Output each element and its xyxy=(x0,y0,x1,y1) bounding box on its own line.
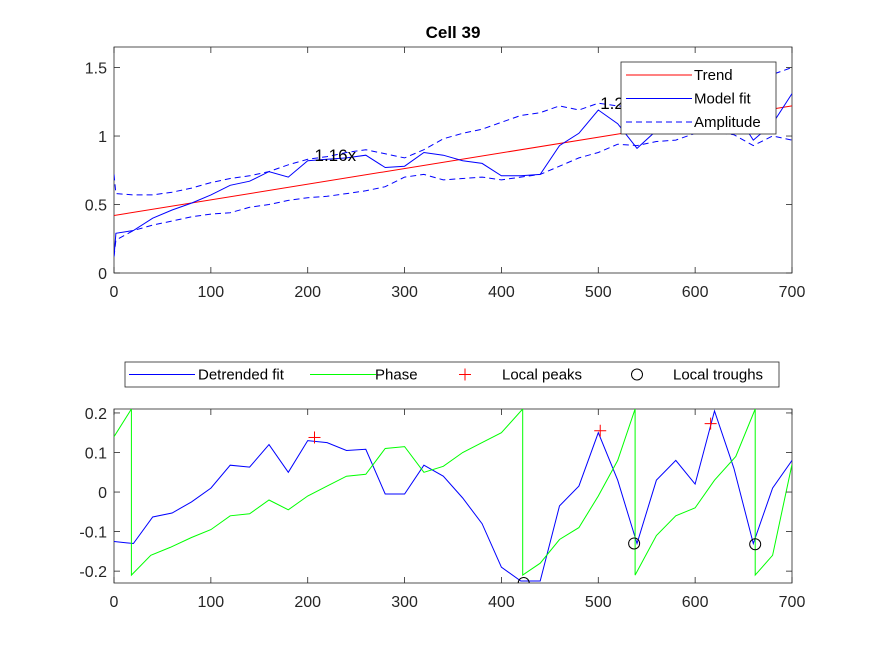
local-peaks-marker xyxy=(594,424,607,437)
local-troughs-marker xyxy=(628,537,641,550)
legend-local-troughs-sample xyxy=(631,368,643,381)
y-tick-label: 0.2 xyxy=(85,406,107,423)
legend-trend-label: Trend xyxy=(694,67,733,84)
top-annotations: 1.16x 1.2 xyxy=(314,94,623,165)
top-tick-labels: 0 100 200 300 400 500 600 700 0 0.5 1 1.5 xyxy=(85,47,806,301)
x-tick-label: 700 xyxy=(779,284,806,301)
local-peaks-marker xyxy=(308,431,321,444)
amplitude-line xyxy=(114,67,792,196)
bottom-tick-labels: 0 100 200 300 400 500 600 700 -0.2 -0.1 0 0.1 0.2 xyxy=(79,406,805,611)
x-tick-label: 100 xyxy=(198,594,225,611)
series-group xyxy=(114,409,792,583)
bottom-plot-area xyxy=(113,408,793,584)
x-tick-label: 100 xyxy=(198,284,225,301)
x-tick-label: 300 xyxy=(391,594,418,611)
amplitude-lower-line xyxy=(114,131,792,257)
legend-phase-label: Phase xyxy=(375,367,418,384)
local-troughs-marker xyxy=(517,577,530,583)
x-tick-label: 400 xyxy=(488,284,515,301)
x-tick-label: 600 xyxy=(682,284,709,301)
legend-box xyxy=(124,361,780,388)
top-axes: Cell 39 0 100 200 300 400 500 600 700 0 0.5 1 1.5 1… xyxy=(85,23,806,301)
y-tick-label: 1.5 xyxy=(85,61,107,78)
local-troughs-marker xyxy=(749,538,762,551)
legend-local-peaks-label: Local peaks xyxy=(502,367,582,384)
legend-model-fit-label: Model fit xyxy=(694,91,752,108)
x-tick-label: 700 xyxy=(779,594,806,611)
x-tick-label: 500 xyxy=(585,284,612,301)
x-tick-label: 500 xyxy=(585,594,612,611)
local-peaks-marker xyxy=(704,417,717,430)
top-legend: Trend Model fit Amplitude xyxy=(620,61,777,135)
legend-amplitude-label: Amplitude xyxy=(694,114,761,131)
legend-local-peaks-sample xyxy=(459,368,471,381)
legend-detrended-fit-label: Detrended fit xyxy=(198,367,285,384)
x-tick-label: 200 xyxy=(294,594,321,611)
chart-title: Cell 39 xyxy=(426,23,481,42)
x-tick-label: 0 xyxy=(110,284,119,301)
detrended-fit-line xyxy=(114,409,792,582)
y-tick-label: -0.2 xyxy=(79,564,107,581)
y-tick-label: 0 xyxy=(98,485,107,502)
x-tick-label: 300 xyxy=(391,284,418,301)
x-tick-label: 0 xyxy=(110,594,119,611)
x-tick-label: 200 xyxy=(294,284,321,301)
bottom-legend: Detrended fit Phase Local peaks Local troug… xyxy=(124,361,780,388)
annotation-label: 1.16x xyxy=(314,146,356,165)
y-tick-label: 0.5 xyxy=(85,198,107,215)
annotation-label: 1.2 xyxy=(600,94,624,113)
y-tick-label: 1 xyxy=(98,129,107,146)
y-tick-label: 0.1 xyxy=(85,446,107,463)
phase-line xyxy=(114,409,792,577)
y-tick-label: -0.1 xyxy=(79,525,107,542)
legend-local-troughs-label: Local troughs xyxy=(673,367,763,384)
x-tick-label: 400 xyxy=(488,594,515,611)
axes-frame-1 xyxy=(113,408,793,584)
y-tick-label: 0 xyxy=(98,266,107,283)
x-tick-label: 600 xyxy=(682,594,709,611)
bottom-axes: 0 100 200 300 400 500 600 700 -0.2 -0.1 0 0.1 0.2 De… xyxy=(79,361,805,611)
